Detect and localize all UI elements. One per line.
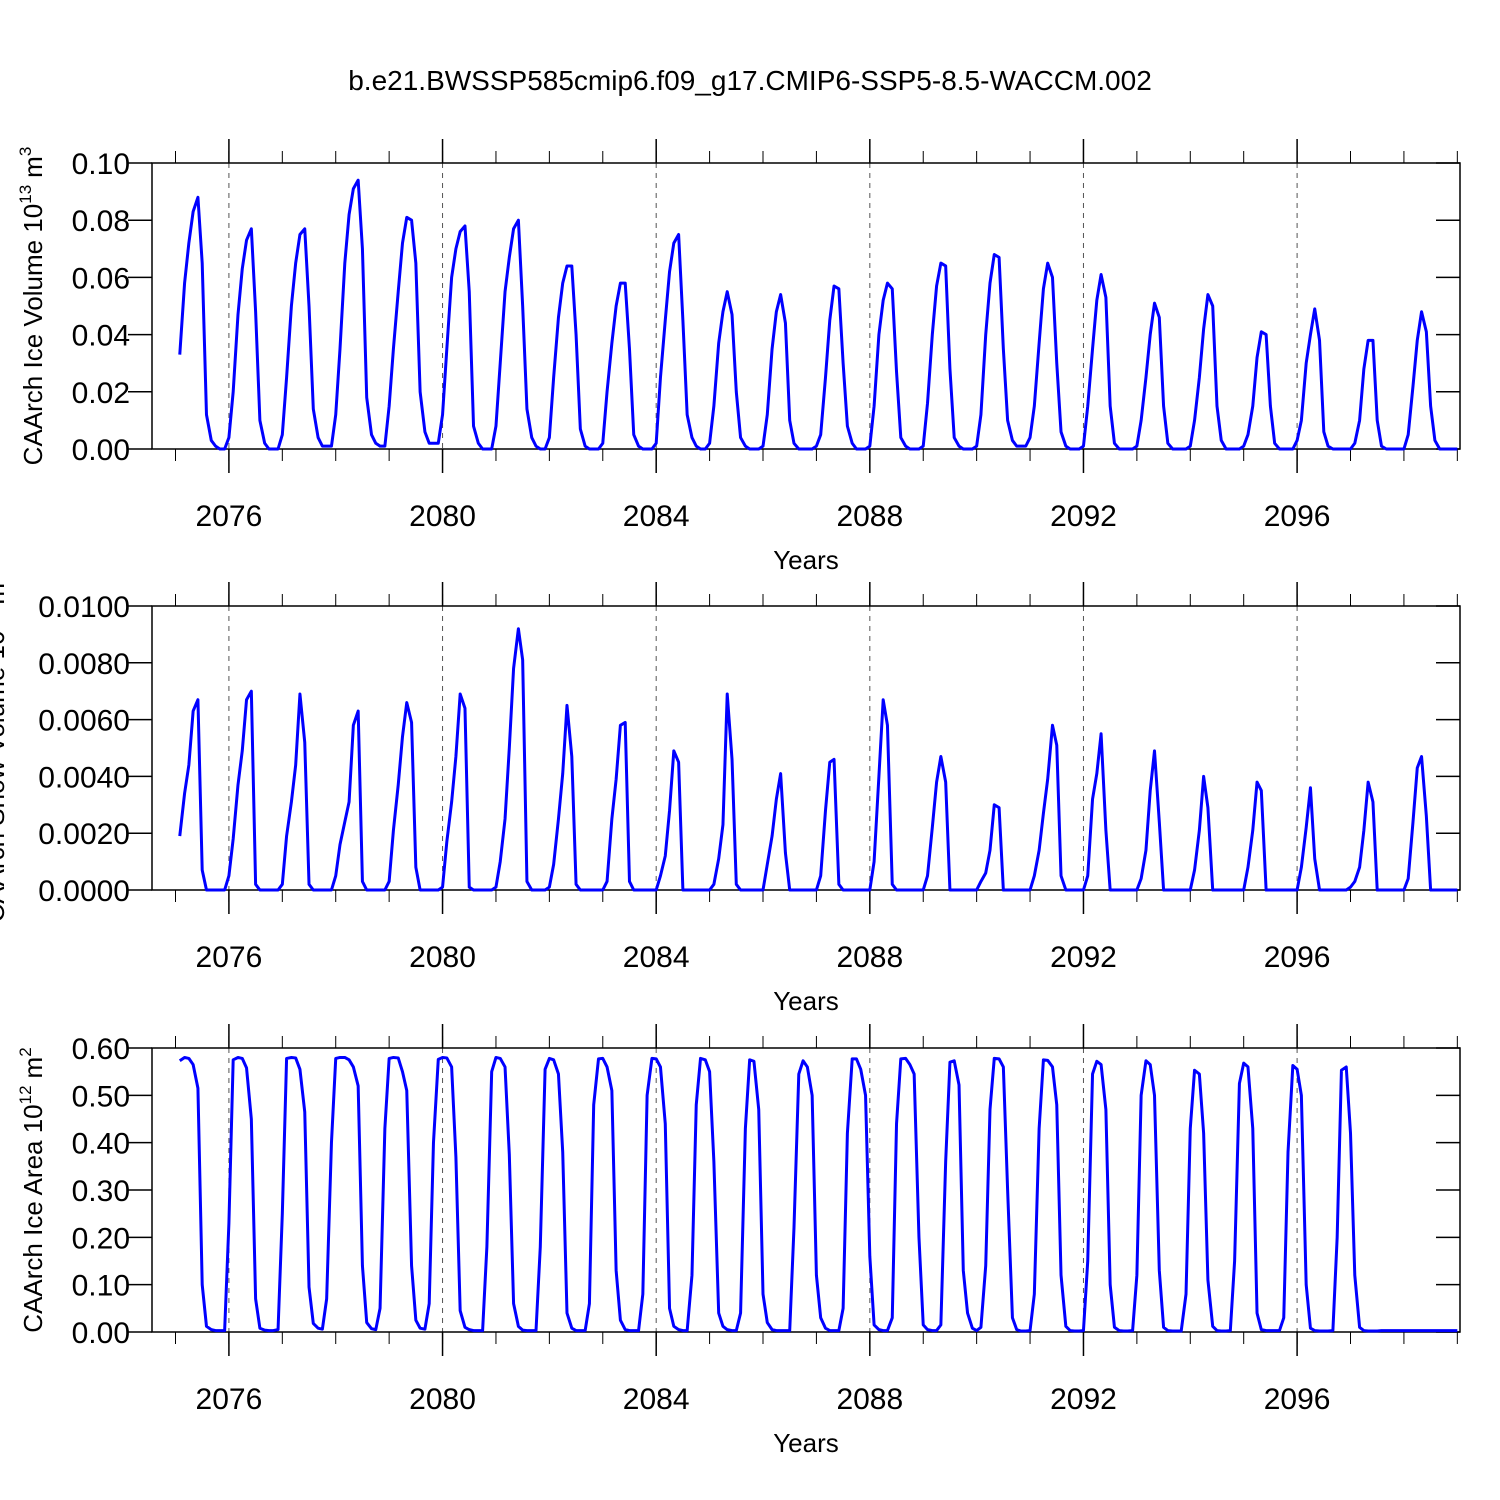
x-tick-label: 2084	[623, 1383, 690, 1416]
y-tick-label: 0.0060	[38, 705, 130, 738]
y-axis-label: CAArch Snow Volume 1013m3	[0, 574, 10, 923]
y-tick-label: 0.40	[72, 1128, 130, 1161]
y-label-exponent: 3	[16, 147, 35, 156]
data-line	[178, 627, 1458, 892]
y-tick-label: 0.0020	[38, 818, 130, 851]
x-tick-label: 2096	[1264, 1383, 1331, 1416]
y-tick-label: 0.0100	[38, 591, 130, 624]
x-tick-label: 2092	[1050, 1383, 1117, 1416]
y-label-unit: m	[0, 583, 10, 605]
y-tick-label: 0.0040	[38, 761, 130, 794]
x-tick-label: 2076	[196, 500, 263, 533]
x-tick-label: 2076	[196, 941, 263, 974]
x-tick-label: 2084	[623, 941, 690, 974]
chart-title: b.e21.BWSSP585cmip6.f09_g17.CMIP6-SSP5-8…	[348, 65, 1152, 96]
y-tick-label: 0.00	[72, 434, 130, 467]
y-label-text: CAArch Ice Volume 10	[18, 204, 48, 466]
x-tick-label: 2096	[1264, 500, 1331, 533]
x-tick-label: 2080	[409, 1383, 476, 1416]
x-tick-label: 2088	[836, 500, 903, 533]
plot-frame	[151, 162, 1461, 450]
y-tick-label: 0.00	[72, 1317, 130, 1350]
x-tick-label: 2080	[409, 500, 476, 533]
y-tick-label: 0.20	[72, 1222, 130, 1255]
y-label-exponent: 12	[16, 1085, 35, 1104]
y-axis-label: CAArch Ice Area 1012 m2	[16, 1047, 48, 1332]
x-tick-label: 2076	[196, 1383, 263, 1416]
x-tick-label: 2080	[409, 941, 476, 974]
y-label-exponent: 13	[16, 185, 35, 204]
x-axis-label: Years	[773, 545, 839, 575]
data-line	[178, 178, 1458, 451]
y-tick-label: 0.06	[72, 262, 130, 295]
data-line	[178, 1055, 1458, 1333]
x-tick-label: 2088	[836, 1383, 903, 1416]
y-tick-label: 0.60	[72, 1033, 130, 1066]
y-label-unit: m	[18, 1057, 48, 1079]
y-tick-label: 0.0080	[38, 648, 130, 681]
x-tick-label: 2088	[836, 941, 903, 974]
y-tick-label: 0.30	[72, 1175, 130, 1208]
y-tick-label: 0.50	[72, 1080, 130, 1113]
y-axis-label: CAArch Ice Volume 1013 m3	[16, 147, 48, 466]
y-label-unit: m	[18, 156, 48, 178]
y-label-text: CAArch Snow Volume 10	[0, 631, 10, 923]
y-tick-label: 0.04	[72, 320, 130, 353]
y-tick-label: 0.10	[72, 1270, 130, 1303]
y-label-exponent: 2	[16, 1047, 35, 1056]
x-axis-label: Years	[773, 986, 839, 1016]
y-label-text: CAArch Ice Area 10	[18, 1104, 48, 1332]
y-tick-label: 0.02	[72, 377, 130, 410]
x-axis-label: Years	[773, 1428, 839, 1458]
x-tick-label: 2096	[1264, 941, 1331, 974]
y-tick-label: 0.08	[72, 205, 130, 238]
x-tick-label: 2084	[623, 500, 690, 533]
x-tick-label: 2092	[1050, 941, 1117, 974]
x-tick-label: 2092	[1050, 500, 1117, 533]
y-tick-label: 0.0000	[38, 875, 130, 908]
plot-frame	[151, 1047, 1461, 1333]
y-tick-label: 0.10	[72, 148, 130, 181]
